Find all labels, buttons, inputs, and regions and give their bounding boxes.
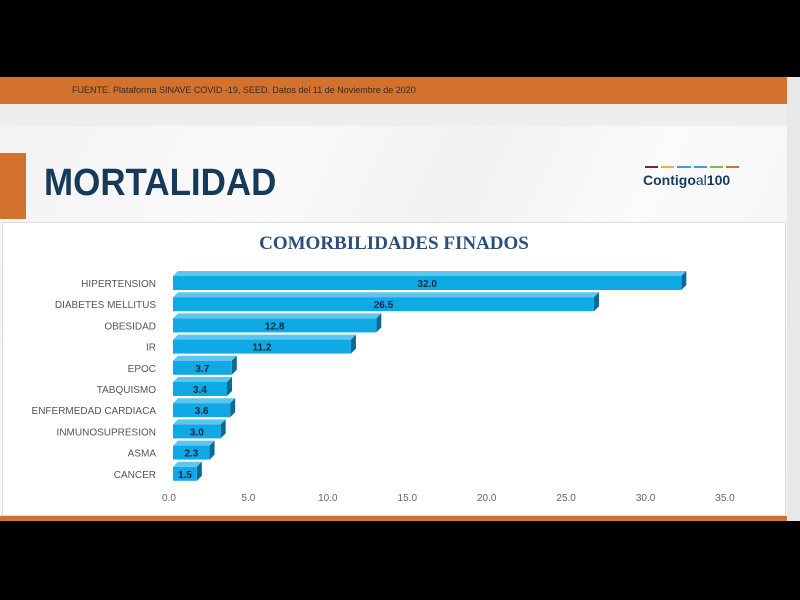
bar-top bbox=[173, 355, 237, 361]
bar bbox=[173, 424, 221, 439]
bar-top bbox=[173, 398, 236, 404]
logo-stripe bbox=[677, 166, 691, 168]
bar-top bbox=[173, 461, 202, 467]
x-tick-label: 20.0 bbox=[477, 493, 497, 504]
slide: MORTALIDAD Contigoal100 COMORBILIDADES F… bbox=[0, 126, 787, 516]
page-title: MORTALIDAD bbox=[44, 162, 277, 204]
x-tick-label: 5.0 bbox=[241, 493, 255, 504]
x-tick-label: 10.0 bbox=[318, 493, 338, 504]
bar-top bbox=[173, 440, 215, 446]
chart-title: COMORBILIDADES FINADOS bbox=[259, 233, 529, 254]
data-label: 11.2 bbox=[252, 343, 271, 354]
divider bbox=[0, 104, 787, 126]
bar-side bbox=[220, 419, 226, 439]
category-label: DIABETES MELLITUS bbox=[55, 300, 156, 311]
x-tick-label: 0.0 bbox=[162, 493, 176, 504]
x-tick-label: 25.0 bbox=[556, 493, 576, 504]
category-label: ENFERMEDAD CARDIACA bbox=[32, 406, 157, 417]
bar-top bbox=[173, 313, 382, 319]
data-label: 2.3 bbox=[184, 449, 198, 460]
right-edge bbox=[787, 77, 800, 521]
bar-side bbox=[376, 313, 382, 333]
bar-side bbox=[681, 271, 687, 290]
category-label: CANCER bbox=[114, 470, 156, 481]
chart-container: COMORBILIDADES FINADOS 32.0 HIPERTENSION 2… bbox=[2, 222, 786, 516]
logo: Contigoal100 bbox=[643, 166, 743, 194]
bar bbox=[173, 276, 682, 290]
bar-top bbox=[173, 419, 226, 425]
title-accent bbox=[0, 153, 26, 219]
x-tick-label: 35.0 bbox=[715, 493, 735, 504]
bar-side bbox=[350, 334, 356, 354]
bar-top bbox=[173, 292, 599, 298]
logo-stripes bbox=[645, 166, 740, 168]
category-label: IR bbox=[146, 343, 156, 354]
bar-top bbox=[173, 271, 687, 276]
logo-stripe bbox=[661, 166, 675, 168]
logo-stripe bbox=[709, 166, 723, 168]
category-label: EPOC bbox=[128, 364, 156, 375]
bar-side bbox=[231, 355, 237, 375]
bar bbox=[173, 466, 197, 481]
bar-side bbox=[230, 398, 236, 418]
bar-top bbox=[173, 334, 356, 340]
bar-side bbox=[593, 292, 599, 312]
bar bbox=[173, 403, 231, 418]
data-label: 1.5 bbox=[178, 470, 192, 481]
logo-text-100: 100 bbox=[706, 172, 731, 188]
data-label: 3.0 bbox=[190, 427, 204, 438]
bar bbox=[173, 360, 232, 375]
bar bbox=[173, 339, 351, 354]
bar bbox=[173, 382, 228, 396]
source-banner: FUENTE. Plataforma SINAVE COVID -19, SEE… bbox=[0, 77, 787, 104]
bar-chart: COMORBILIDADES FINADOS 32.0 HIPERTENSION 2… bbox=[32, 233, 736, 504]
category-label: HIPERTENSION bbox=[81, 279, 156, 290]
data-label: 32.0 bbox=[417, 279, 437, 290]
bar-side bbox=[209, 440, 215, 460]
x-tick-label: 30.0 bbox=[636, 493, 656, 504]
bar-side bbox=[196, 461, 202, 481]
logo-stripe bbox=[693, 166, 707, 168]
bar-side bbox=[227, 377, 233, 396]
category-label: ASMA bbox=[128, 449, 157, 460]
logo-stripe bbox=[645, 166, 659, 168]
logo-text: Contigo bbox=[643, 172, 696, 188]
bar-top bbox=[173, 377, 233, 382]
category-label: OBESIDAD bbox=[104, 321, 156, 332]
data-label: 3.6 bbox=[195, 406, 209, 417]
x-tick-label: 15.0 bbox=[398, 493, 418, 504]
logo-stripe bbox=[725, 166, 740, 168]
footer-band bbox=[0, 516, 787, 521]
bar bbox=[173, 297, 594, 312]
bar bbox=[173, 318, 377, 333]
source-text: FUENTE. Plataforma SINAVE COVID -19, SEE… bbox=[72, 85, 416, 95]
data-label: 12.8 bbox=[265, 321, 285, 332]
data-label: 26.5 bbox=[374, 300, 394, 311]
bar bbox=[173, 445, 210, 460]
category-label: TABQUISMO bbox=[97, 385, 156, 396]
logo-text-al: al bbox=[695, 172, 707, 188]
data-label: 3.7 bbox=[195, 364, 209, 375]
category-label: INMUNOSUPRESION bbox=[57, 427, 156, 438]
data-label: 3.4 bbox=[193, 385, 207, 396]
